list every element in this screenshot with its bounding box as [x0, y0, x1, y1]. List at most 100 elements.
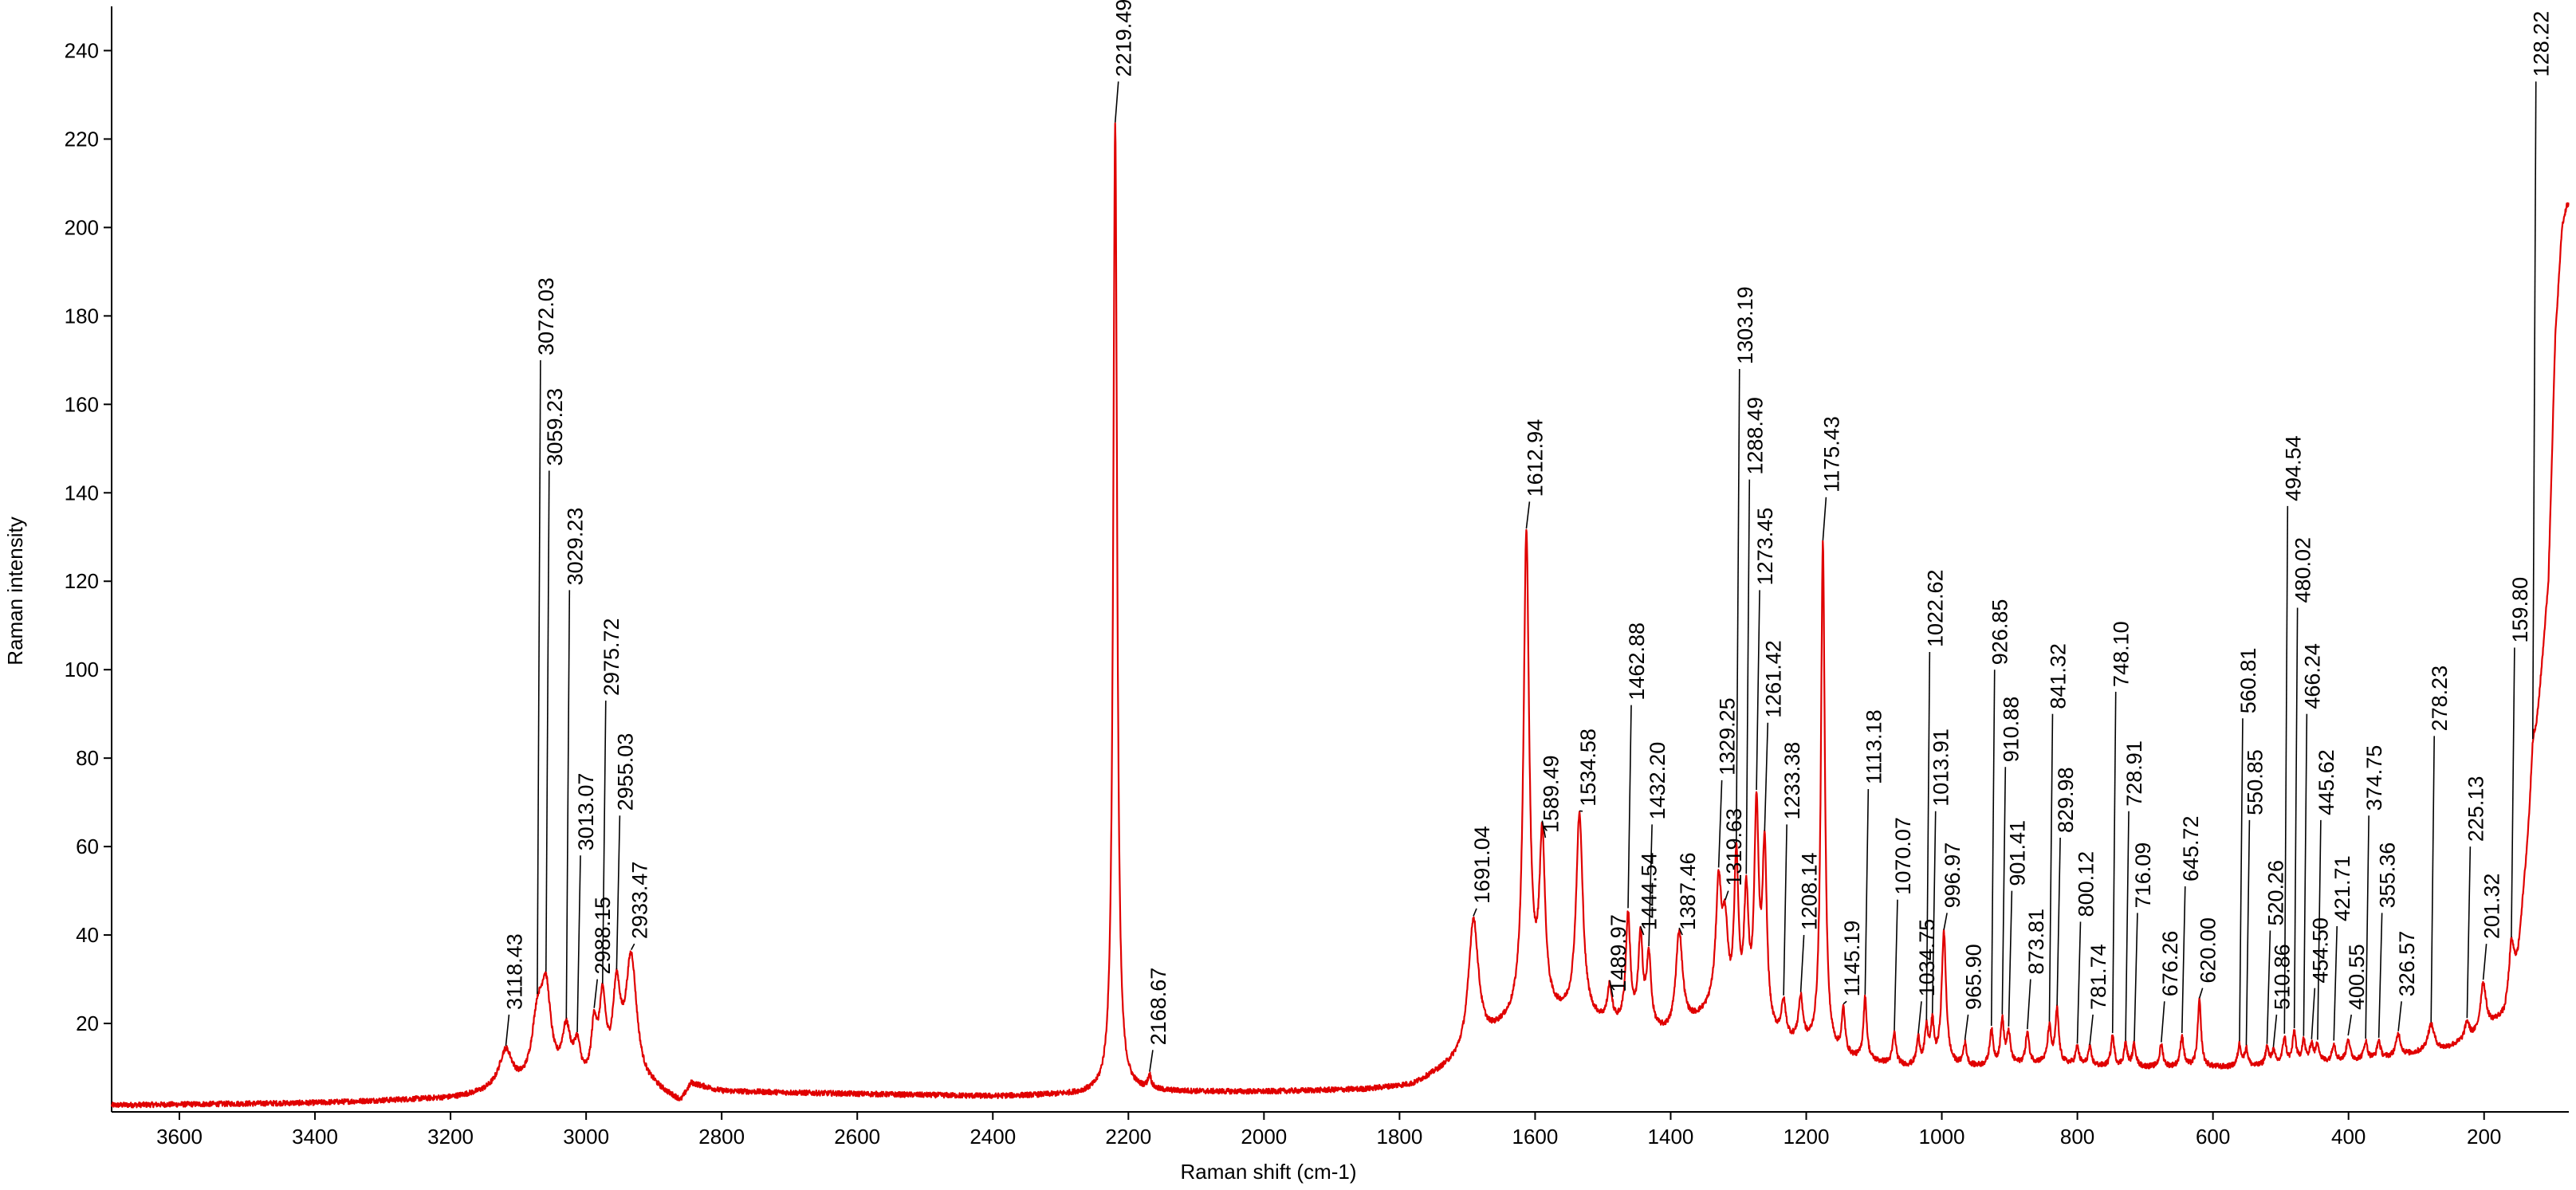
peak-leader-line: [1990, 670, 1996, 1027]
peak-label: 620.00: [2196, 917, 2220, 984]
peak-label: 2955.03: [613, 733, 637, 811]
peak-leader-line: [2161, 1001, 2165, 1043]
x-tick-label: 3400: [292, 1125, 338, 1149]
peak-leader-line: [2266, 930, 2271, 1044]
peak-leader-line: [1964, 1014, 1969, 1040]
x-tick-label: 1800: [1376, 1125, 1422, 1149]
peak-leader-line: [1525, 501, 1531, 529]
peak-leader-line: [1917, 1001, 1922, 1034]
peak-leader-line: [2001, 767, 2007, 1015]
peak-label: 645.72: [2179, 815, 2203, 882]
peak-leader-line: [1639, 925, 1645, 936]
x-tick-label: 400: [2331, 1125, 2366, 1149]
peak-label: 1113.18: [1862, 709, 1886, 784]
peak-leader-line: [1473, 908, 1477, 917]
peak-label: 2975.72: [600, 618, 623, 696]
peak-label: 1691.04: [1470, 826, 1494, 904]
y-tick-label: 20: [76, 1011, 99, 1035]
x-tick-label: 1200: [1784, 1125, 1830, 1149]
x-tick-label: 200: [2467, 1125, 2501, 1149]
peak-leader-line: [2311, 988, 2316, 1039]
peak-label: 829.98: [2054, 767, 2078, 833]
peak-label: 1589.49: [1539, 755, 1563, 833]
peak-label: 1288.49: [1743, 397, 1767, 475]
x-tick-label: 2600: [834, 1125, 880, 1149]
peak-leader-line: [1541, 820, 1547, 838]
peak-leader-line: [2008, 890, 2013, 1027]
peak-leader-line: [1925, 652, 1931, 1020]
x-tick-label: 2200: [1105, 1125, 1151, 1149]
peak-leader-line: [2089, 1014, 2094, 1045]
peak-label: 910.88: [1999, 697, 2023, 763]
peak-leader-line: [1609, 980, 1614, 997]
peak-label: 873.81: [2024, 909, 2048, 975]
peak-leader-line: [2134, 913, 2138, 1042]
peak-leader-line: [576, 855, 581, 1032]
y-tick-label: 160: [65, 392, 99, 416]
peak-leader-line: [1114, 81, 1119, 123]
peak-label: 3118.43: [502, 933, 526, 1010]
peak-label: 326.57: [2395, 931, 2419, 997]
peak-leader-line: [615, 815, 621, 970]
peak-label: 494.54: [2281, 435, 2305, 501]
y-tick-label: 40: [76, 923, 99, 947]
x-tick-label: 3600: [156, 1125, 203, 1149]
peak-label: 1261.42: [1761, 640, 1785, 718]
peak-leader-line: [2111, 691, 2117, 1034]
spectrum-line: [110, 122, 2570, 1109]
peak-leader-line: [2365, 815, 2370, 1039]
peak-label: 841.32: [2046, 643, 2070, 709]
x-axis-title: Raman shift (cm-1): [1180, 1160, 1356, 1184]
x-tick-label: 800: [2060, 1125, 2094, 1149]
peak-leader-line: [2283, 505, 2289, 1034]
peak-label: 1022.62: [1923, 569, 1947, 647]
peak-leader-line: [2333, 925, 2338, 1041]
peak-label: 965.90: [1962, 944, 1986, 1010]
peak-label: 1432.20: [1646, 742, 1669, 820]
peak-leader-line: [1864, 788, 1870, 995]
x-tick-label: 2800: [698, 1125, 745, 1149]
peak-label: 421.71: [2330, 855, 2354, 921]
peak-label: 520.26: [2263, 860, 2287, 926]
y-tick-label: 180: [65, 304, 99, 328]
y-tick-label: 80: [76, 746, 99, 770]
peak-label: 1489.97: [1607, 914, 1630, 992]
peak-label: 800.12: [2074, 851, 2098, 917]
peak-label: 400.55: [2345, 944, 2369, 1010]
axes: 20 40 60 80 100 120 140 160 180 200 220 240 3600 3400…: [65, 6, 2569, 1149]
peak-label: 926.85: [1988, 599, 2012, 666]
peak-leader-line: [1843, 1000, 1847, 1005]
peak-label: 480.02: [2291, 537, 2315, 603]
peak-label: 748.10: [2110, 621, 2134, 687]
peak-label: 159.80: [2508, 577, 2532, 643]
peak-leader-line: [2272, 1014, 2278, 1047]
x-tick-label: 1000: [1919, 1125, 1965, 1149]
y-tick-label: 140: [65, 481, 99, 505]
peak-label: 225.13: [2464, 776, 2488, 842]
peak-leader-line: [593, 979, 599, 1008]
peak-leader-line: [1648, 824, 1653, 947]
y-tick-label: 200: [65, 215, 99, 239]
peak-leader-line: [1799, 935, 1805, 992]
peak-leader-line: [1627, 705, 1632, 909]
peak-label: 1612.94: [1523, 419, 1547, 497]
peak-leader-line: [2397, 1001, 2402, 1031]
x-tick-label: 2000: [1241, 1125, 1287, 1149]
peak-leader-line: [1822, 497, 1827, 541]
peak-label: 128.22: [2530, 11, 2554, 77]
peak-label: 2933.47: [628, 862, 652, 940]
peak-label: 1462.88: [1625, 622, 1649, 701]
peak-label: 560.81: [2236, 648, 2260, 714]
x-tick-label: 3200: [427, 1125, 474, 1149]
x-tick-label: 1600: [1512, 1125, 1559, 1149]
peak-label: 1145.19: [1840, 921, 1864, 997]
peak-annotations: 3118.433072.033059.233029.233013.072988.…: [502, 0, 2554, 1072]
peak-label: 374.75: [2362, 745, 2386, 811]
peak-label: 278.23: [2428, 666, 2452, 732]
peak-leader-line: [1943, 913, 1948, 930]
peak-leader-line: [1894, 899, 1898, 1031]
peak-leader-line: [545, 470, 550, 972]
peak-label: 1273.45: [1753, 508, 1777, 586]
y-tick-label: 100: [65, 658, 99, 681]
